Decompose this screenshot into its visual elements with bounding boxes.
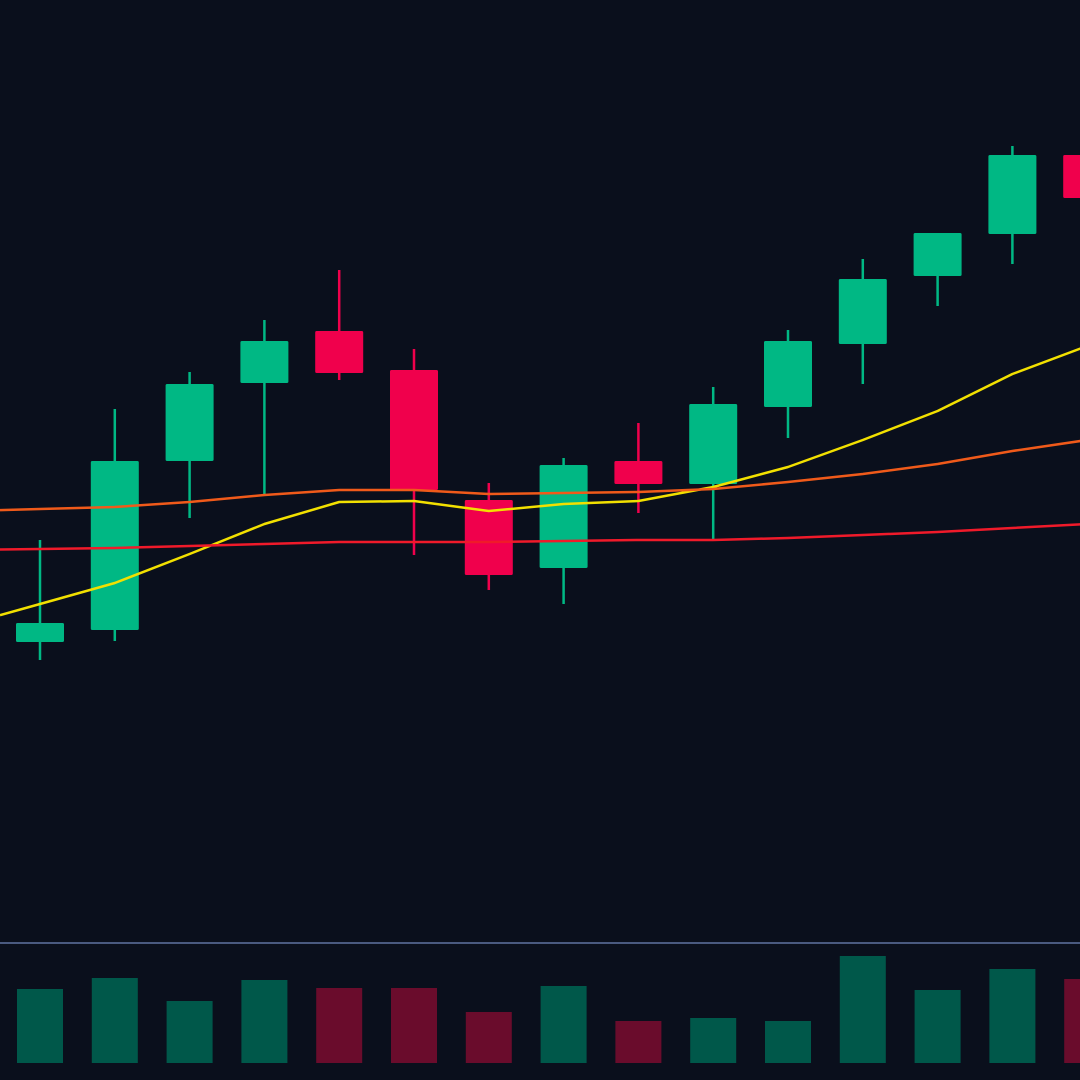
candle-body [315, 331, 364, 373]
candle [689, 387, 738, 540]
volume-layer [17, 956, 1080, 1063]
volume-bar [540, 986, 587, 1063]
candle-body [614, 461, 663, 484]
candle [764, 330, 812, 438]
candles-layer [16, 146, 1080, 660]
candle [16, 540, 64, 660]
volume-bar [615, 1021, 662, 1063]
candle-body [16, 623, 64, 642]
candle-body [90, 461, 139, 630]
volume-bar [914, 990, 961, 1063]
moving-average-line [0, 523, 1080, 551]
candle [90, 409, 139, 641]
volume-bar [241, 980, 288, 1063]
volume-bar [17, 989, 63, 1063]
candle-body [838, 279, 887, 344]
candle-body [988, 155, 1037, 234]
volume-bar [166, 1001, 213, 1063]
volume-bar [391, 988, 437, 1063]
candle [240, 320, 289, 495]
candle-body [913, 233, 962, 276]
candle-body [1063, 155, 1080, 198]
candle-body [539, 465, 588, 568]
volume-bar [765, 1021, 811, 1063]
volume-bar [91, 978, 138, 1063]
candle [165, 372, 214, 518]
volume-bar [1064, 979, 1080, 1063]
candle [988, 146, 1037, 264]
candle-body [689, 404, 738, 484]
candle [1063, 155, 1080, 198]
candle [913, 233, 962, 306]
candle-body [390, 370, 438, 490]
candle-body [165, 384, 214, 461]
candle [614, 423, 663, 513]
candle [464, 483, 513, 590]
volume-bar [989, 969, 1036, 1063]
volume-bar [690, 1018, 737, 1063]
candle-body [464, 500, 513, 575]
candle [390, 349, 438, 555]
moving-averages-layer [0, 347, 1080, 617]
moving-average-line [0, 347, 1080, 617]
candle [315, 270, 364, 380]
volume-bar [465, 1012, 512, 1063]
moving-average-line [0, 439, 1080, 512]
candle-body [240, 341, 289, 383]
candle [539, 458, 588, 604]
volume-bar [839, 956, 886, 1063]
candle-body [764, 341, 812, 407]
volume-bar [316, 988, 363, 1063]
candle [838, 259, 887, 384]
